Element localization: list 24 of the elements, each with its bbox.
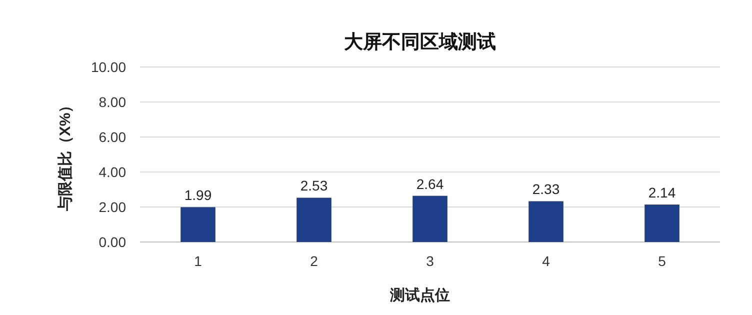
x-tick-label: 3: [426, 253, 434, 269]
bar: [644, 204, 680, 242]
data-label: 2.14: [648, 184, 676, 201]
y-tick-label: 2.00: [98, 199, 126, 215]
y-tick-label: 0.00: [98, 234, 126, 250]
bar: [296, 198, 332, 242]
y-axis-title: 与限值比（X%）: [57, 98, 74, 212]
data-label: 1.99: [184, 187, 212, 204]
bar: [412, 196, 448, 242]
x-tick-label: 2: [310, 253, 318, 269]
x-tick-label: 1: [194, 253, 202, 269]
data-label: 2.33: [532, 181, 560, 198]
bar: [528, 201, 564, 242]
x-tick-label: 5: [658, 253, 666, 269]
data-label: 2.64: [416, 176, 444, 192]
y-tick-label: 6.00: [98, 129, 126, 145]
x-axis-title: 测试点位: [389, 287, 450, 304]
bar: [180, 207, 216, 242]
y-tick-label: 4.00: [98, 164, 126, 180]
y-tick-label: 10.00: [90, 59, 126, 75]
chart-title: 大屏不同区域测试: [344, 31, 496, 53]
data-label: 2.53: [300, 178, 328, 194]
x-tick-label: 4: [542, 253, 550, 269]
y-tick-label: 8.00: [98, 94, 126, 110]
